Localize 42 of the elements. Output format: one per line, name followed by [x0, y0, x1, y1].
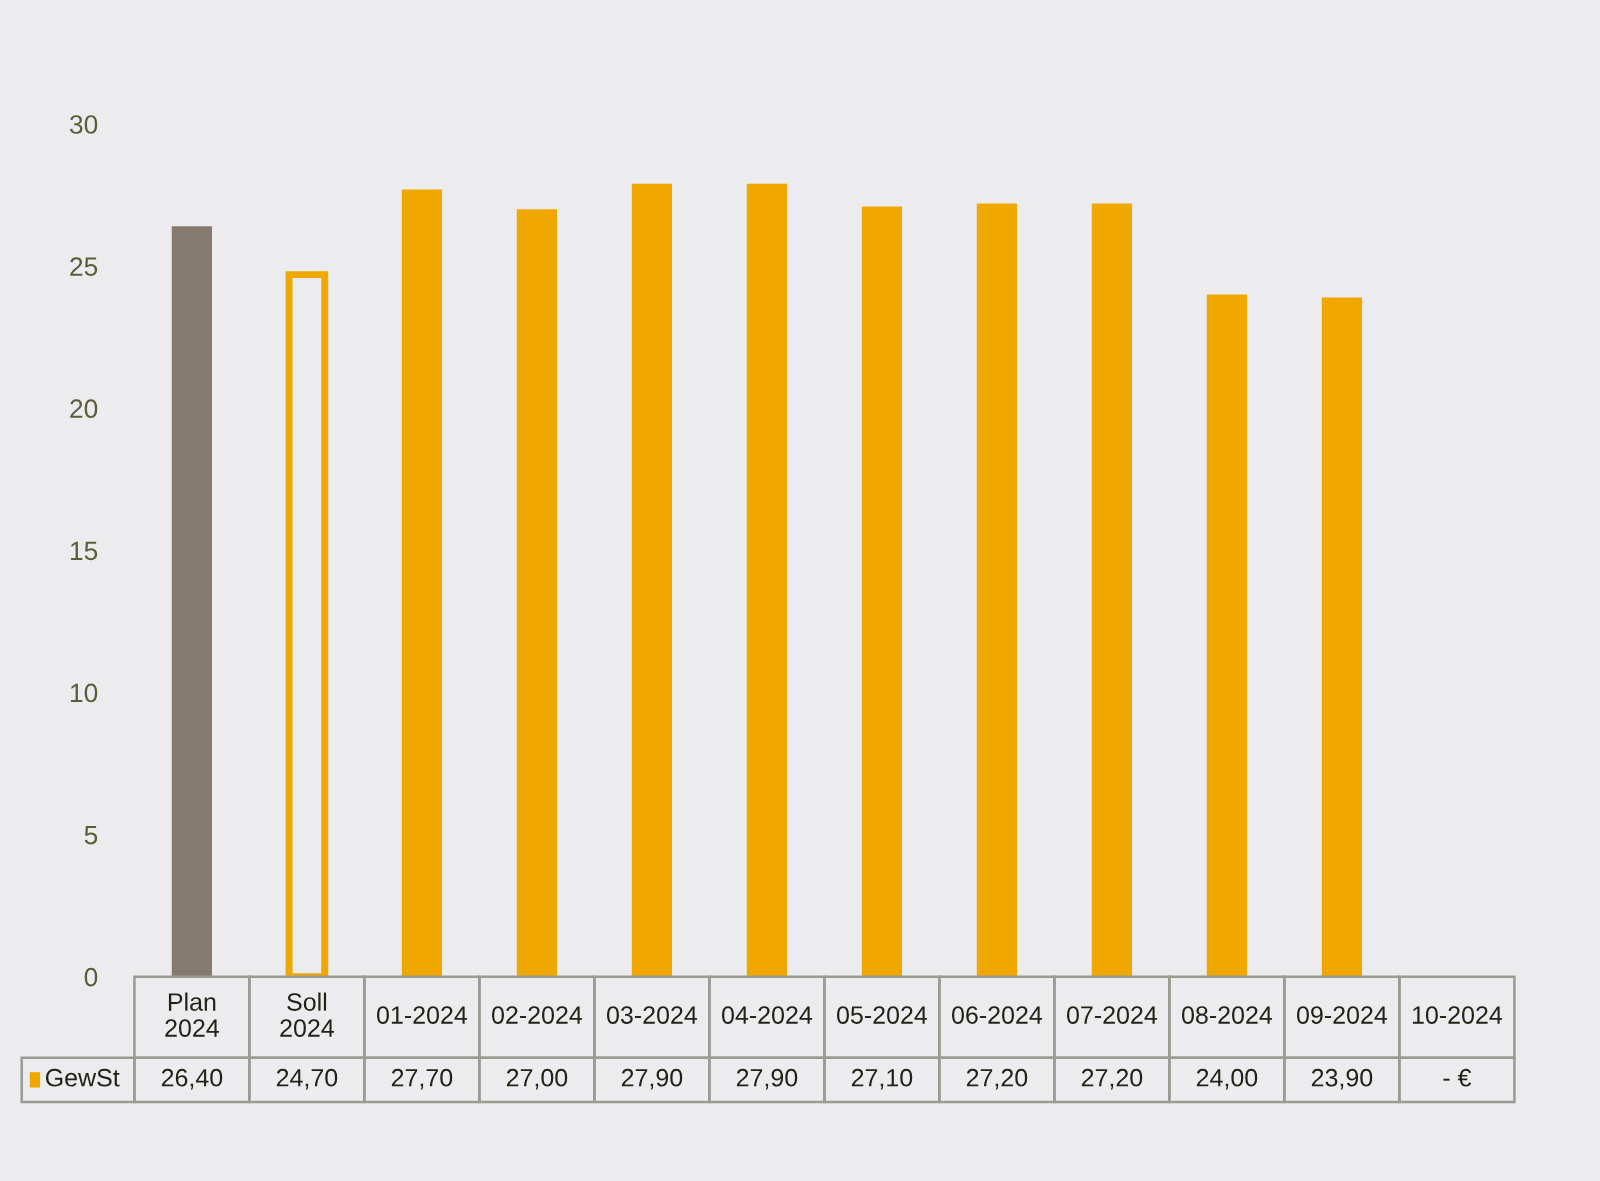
text: - €	[1443, 1068, 1472, 1087]
x-tick-label: 03-2024	[607, 1006, 698, 1024]
x-tick-label: 06-2024	[952, 1006, 1043, 1024]
y-tick-label: 20	[70, 399, 98, 419]
y-tick-label: 30	[69, 115, 98, 134]
x-tick-label: 01-2024	[377, 1006, 468, 1024]
bar	[1321, 297, 1363, 977]
y-tick-label: 25	[70, 257, 98, 276]
data-label: 26,40	[161, 1068, 223, 1090]
bar	[861, 206, 903, 977]
data-label: 27,10	[851, 1068, 913, 1090]
data-label: 27,20	[966, 1068, 1028, 1090]
x-tick-label: 05-2024	[837, 1006, 928, 1024]
x-tick-label: 09-2024	[1297, 1006, 1388, 1024]
bar	[516, 209, 558, 977]
bar	[746, 183, 788, 977]
data-label: 24,70	[276, 1068, 338, 1090]
x-tick-label: Plan 2024	[165, 992, 219, 1037]
x-tick-label: 10-2024	[1412, 1006, 1503, 1024]
y-tick-label: 0	[84, 967, 98, 987]
y-tick-label: 5	[84, 825, 98, 845]
x-tick-label: 07-2024	[1067, 1006, 1158, 1024]
data-label: 23,90	[1311, 1068, 1373, 1090]
y-tick-label: 10	[70, 683, 98, 703]
bar	[631, 183, 673, 977]
x-tick-label: 08-2024	[1182, 1006, 1273, 1024]
bar	[401, 189, 443, 977]
y-tick-label: 15	[70, 541, 98, 561]
bar	[1091, 203, 1133, 977]
bar	[976, 203, 1018, 977]
x-tick-label: 04-2024	[722, 1006, 813, 1024]
x-tick-label: Soll 2024	[280, 992, 334, 1037]
data-label: 27,70	[391, 1068, 453, 1090]
x-tick-label: 02-2024	[492, 1006, 583, 1024]
data-label: 27,00	[506, 1068, 568, 1090]
bar	[1206, 294, 1248, 977]
data-label: 27,90	[736, 1068, 798, 1090]
data-label: 27,90	[621, 1068, 683, 1090]
data-label: 24,00	[1196, 1068, 1258, 1090]
legend-label: GewSt	[45, 1068, 120, 1087]
bar	[171, 226, 213, 977]
data-label: 27,20	[1081, 1068, 1143, 1090]
